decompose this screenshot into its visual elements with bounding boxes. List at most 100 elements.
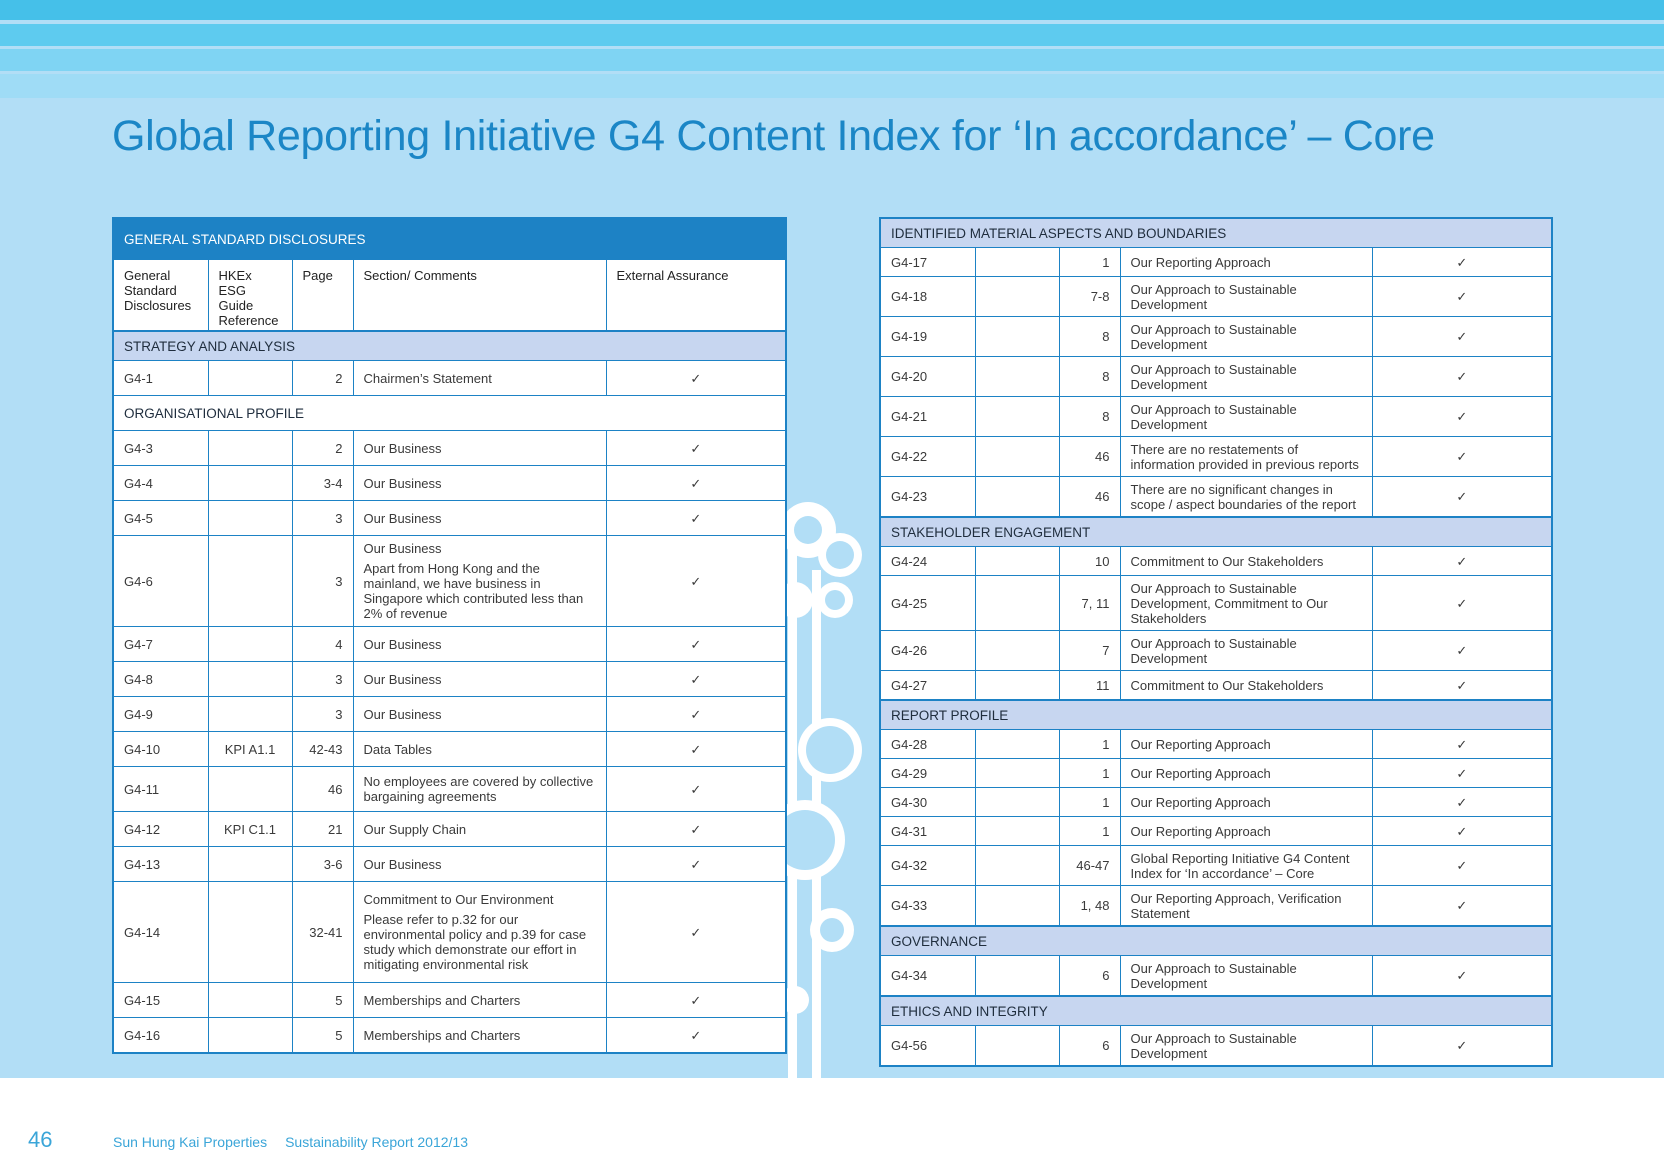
page-ref: 3-6	[291, 846, 354, 882]
section-label: REPORT PROFILE	[879, 699, 1553, 730]
section-label: STRATEGY AND ANALYSIS	[112, 330, 787, 361]
disclosure-id: G4-15	[112, 982, 209, 1018]
table-row: G4-1 2 Chairmen’s Statement ✓	[112, 360, 787, 396]
section-comment: Our Reporting Approach	[1119, 729, 1373, 759]
esg-reference	[207, 661, 293, 697]
comment-text: Our Business	[363, 706, 442, 722]
section-header: REPORT PROFILE	[879, 699, 1553, 730]
comment-text: Data Tables	[363, 741, 432, 757]
assurance-check: ✓	[605, 535, 787, 627]
assurance-check: ✓	[605, 881, 787, 983]
table-row: G4-33 1, 48 Our Reporting Approach, Verifi…	[879, 885, 1553, 927]
section-header: IDENTIFIED MATERIAL ASPECTS AND BOUNDARI…	[879, 217, 1553, 248]
section-comment: Global Reporting Initiative G4 Content I…	[1119, 845, 1373, 886]
assurance-check: ✓	[1371, 247, 1553, 277]
esg-reference	[974, 575, 1060, 631]
table-row: G4-8 3 Our Business ✓	[112, 661, 787, 697]
table-row: G4-27 11 Commitment to Our Stakeholders ✓	[879, 670, 1553, 701]
section-header: STRATEGY AND ANALYSIS	[112, 330, 787, 361]
comment-text: Commitment to Our Environment	[363, 892, 554, 907]
esg-reference	[207, 982, 293, 1018]
page-ref: 46	[1058, 436, 1121, 477]
esg-reference	[207, 766, 293, 812]
assurance-check: ✓	[605, 1017, 787, 1054]
section-header: ORGANISATIONAL PROFILE	[112, 395, 787, 431]
section-comment: Memberships and Charters	[352, 982, 607, 1018]
page-ref: 46-47	[1058, 845, 1121, 886]
table-row: G4-6 3 Our Business Apart from Hong Kong an…	[112, 535, 787, 627]
disclosure-id: G4-24	[879, 546, 976, 576]
esg-reference	[974, 476, 1060, 518]
section-comment: Our Approach to Sustainable Development	[1119, 276, 1373, 317]
section-comment: Commitment to Our Environment Please refe…	[352, 881, 607, 983]
page-ref: 8	[1058, 316, 1121, 357]
section-label: IDENTIFIED MATERIAL ASPECTS AND BOUNDARI…	[879, 217, 1553, 248]
column-header: External Assurance	[605, 259, 787, 332]
assurance-check: ✓	[605, 731, 787, 767]
disclosure-id: G4-28	[879, 729, 976, 759]
esg-reference	[207, 881, 293, 983]
assurance-check: ✓	[1371, 885, 1553, 927]
disclosure-id: G4-3	[112, 430, 209, 466]
assurance-check: ✓	[1371, 758, 1553, 788]
section-comment: Our Reporting Approach	[1119, 787, 1373, 817]
esg-reference	[974, 276, 1060, 317]
disclosure-id: G4-34	[879, 955, 976, 997]
page-ref: 3	[291, 535, 354, 627]
esg-reference	[207, 430, 293, 466]
comment-text: Our Business	[363, 475, 442, 491]
section-comment: Our Approach to Sustainable Development,…	[1119, 575, 1373, 631]
section-comment: Data Tables	[352, 731, 607, 767]
table-row: G4-12 KPI C1.1 21 Our Supply Chain ✓	[112, 811, 787, 847]
esg-reference	[974, 247, 1060, 277]
esg-reference	[974, 356, 1060, 397]
page-ref: 46	[291, 766, 354, 812]
disclosure-id: G4-14	[112, 881, 209, 983]
esg-reference	[974, 546, 1060, 576]
section-comment: There are no restatements of information…	[1119, 436, 1373, 477]
esg-reference: KPI C1.1	[207, 811, 293, 847]
assurance-check: ✓	[1371, 670, 1553, 701]
disclosure-id: G4-56	[879, 1025, 976, 1067]
esg-reference	[207, 500, 293, 536]
disclosure-id: G4-29	[879, 758, 976, 788]
section-comment: Our Business	[352, 661, 607, 697]
disclosure-id: G4-16	[112, 1017, 209, 1054]
esg-reference	[974, 316, 1060, 357]
section-comment: Our Business	[352, 430, 607, 466]
assurance-check: ✓	[1371, 436, 1553, 477]
comment-text: Our Business	[363, 671, 442, 687]
page-ref: 7-8	[1058, 276, 1121, 317]
column-header: HKEx ESG Guide Reference	[207, 259, 293, 332]
section-comment: Our Business	[352, 846, 607, 882]
disclosure-id: G4-12	[112, 811, 209, 847]
general-disclosures-table: GENERAL STANDARD DISCLOSURES General Stan…	[112, 217, 788, 1054]
page-ref: 6	[1058, 1025, 1121, 1067]
assurance-check: ✓	[605, 766, 787, 812]
comment-text: Our Supply Chain	[363, 821, 467, 837]
assurance-check: ✓	[1371, 630, 1553, 671]
assurance-check: ✓	[1371, 816, 1553, 846]
comment-text: Memberships and Charters	[363, 1027, 521, 1043]
table-row: G4-30 1 Our Reporting Approach ✓	[879, 787, 1553, 817]
assurance-check: ✓	[1371, 356, 1553, 397]
disclosure-id: G4-13	[112, 846, 209, 882]
comment-text: Our Business	[363, 856, 442, 872]
comment-note: Apart from Hong Kong and the mainland, w…	[363, 561, 584, 621]
assurance-check: ✓	[605, 982, 787, 1018]
section-comment: Memberships and Charters	[352, 1017, 607, 1054]
table-row: G4-24 10 Commitment to Our Stakeholders ✓	[879, 546, 1553, 576]
assurance-check: ✓	[605, 626, 787, 662]
table-row: G4-15 5 Memberships and Charters ✓	[112, 982, 787, 1018]
esg-reference	[207, 696, 293, 732]
disclosure-id: G4-11	[112, 766, 209, 812]
column-header: General Standard Disclosures	[112, 259, 209, 332]
section-comment: No employees are covered by collective b…	[352, 766, 607, 812]
page-ref: 32-41	[291, 881, 354, 983]
section-label: ETHICS AND INTEGRITY	[879, 995, 1553, 1026]
esg-reference	[974, 758, 1060, 788]
assurance-check: ✓	[1371, 476, 1553, 518]
footer-report: Sustainability Report 2012/13	[285, 1134, 468, 1150]
page-ref: 46	[1058, 476, 1121, 518]
section-comment: Our Business	[352, 465, 607, 501]
